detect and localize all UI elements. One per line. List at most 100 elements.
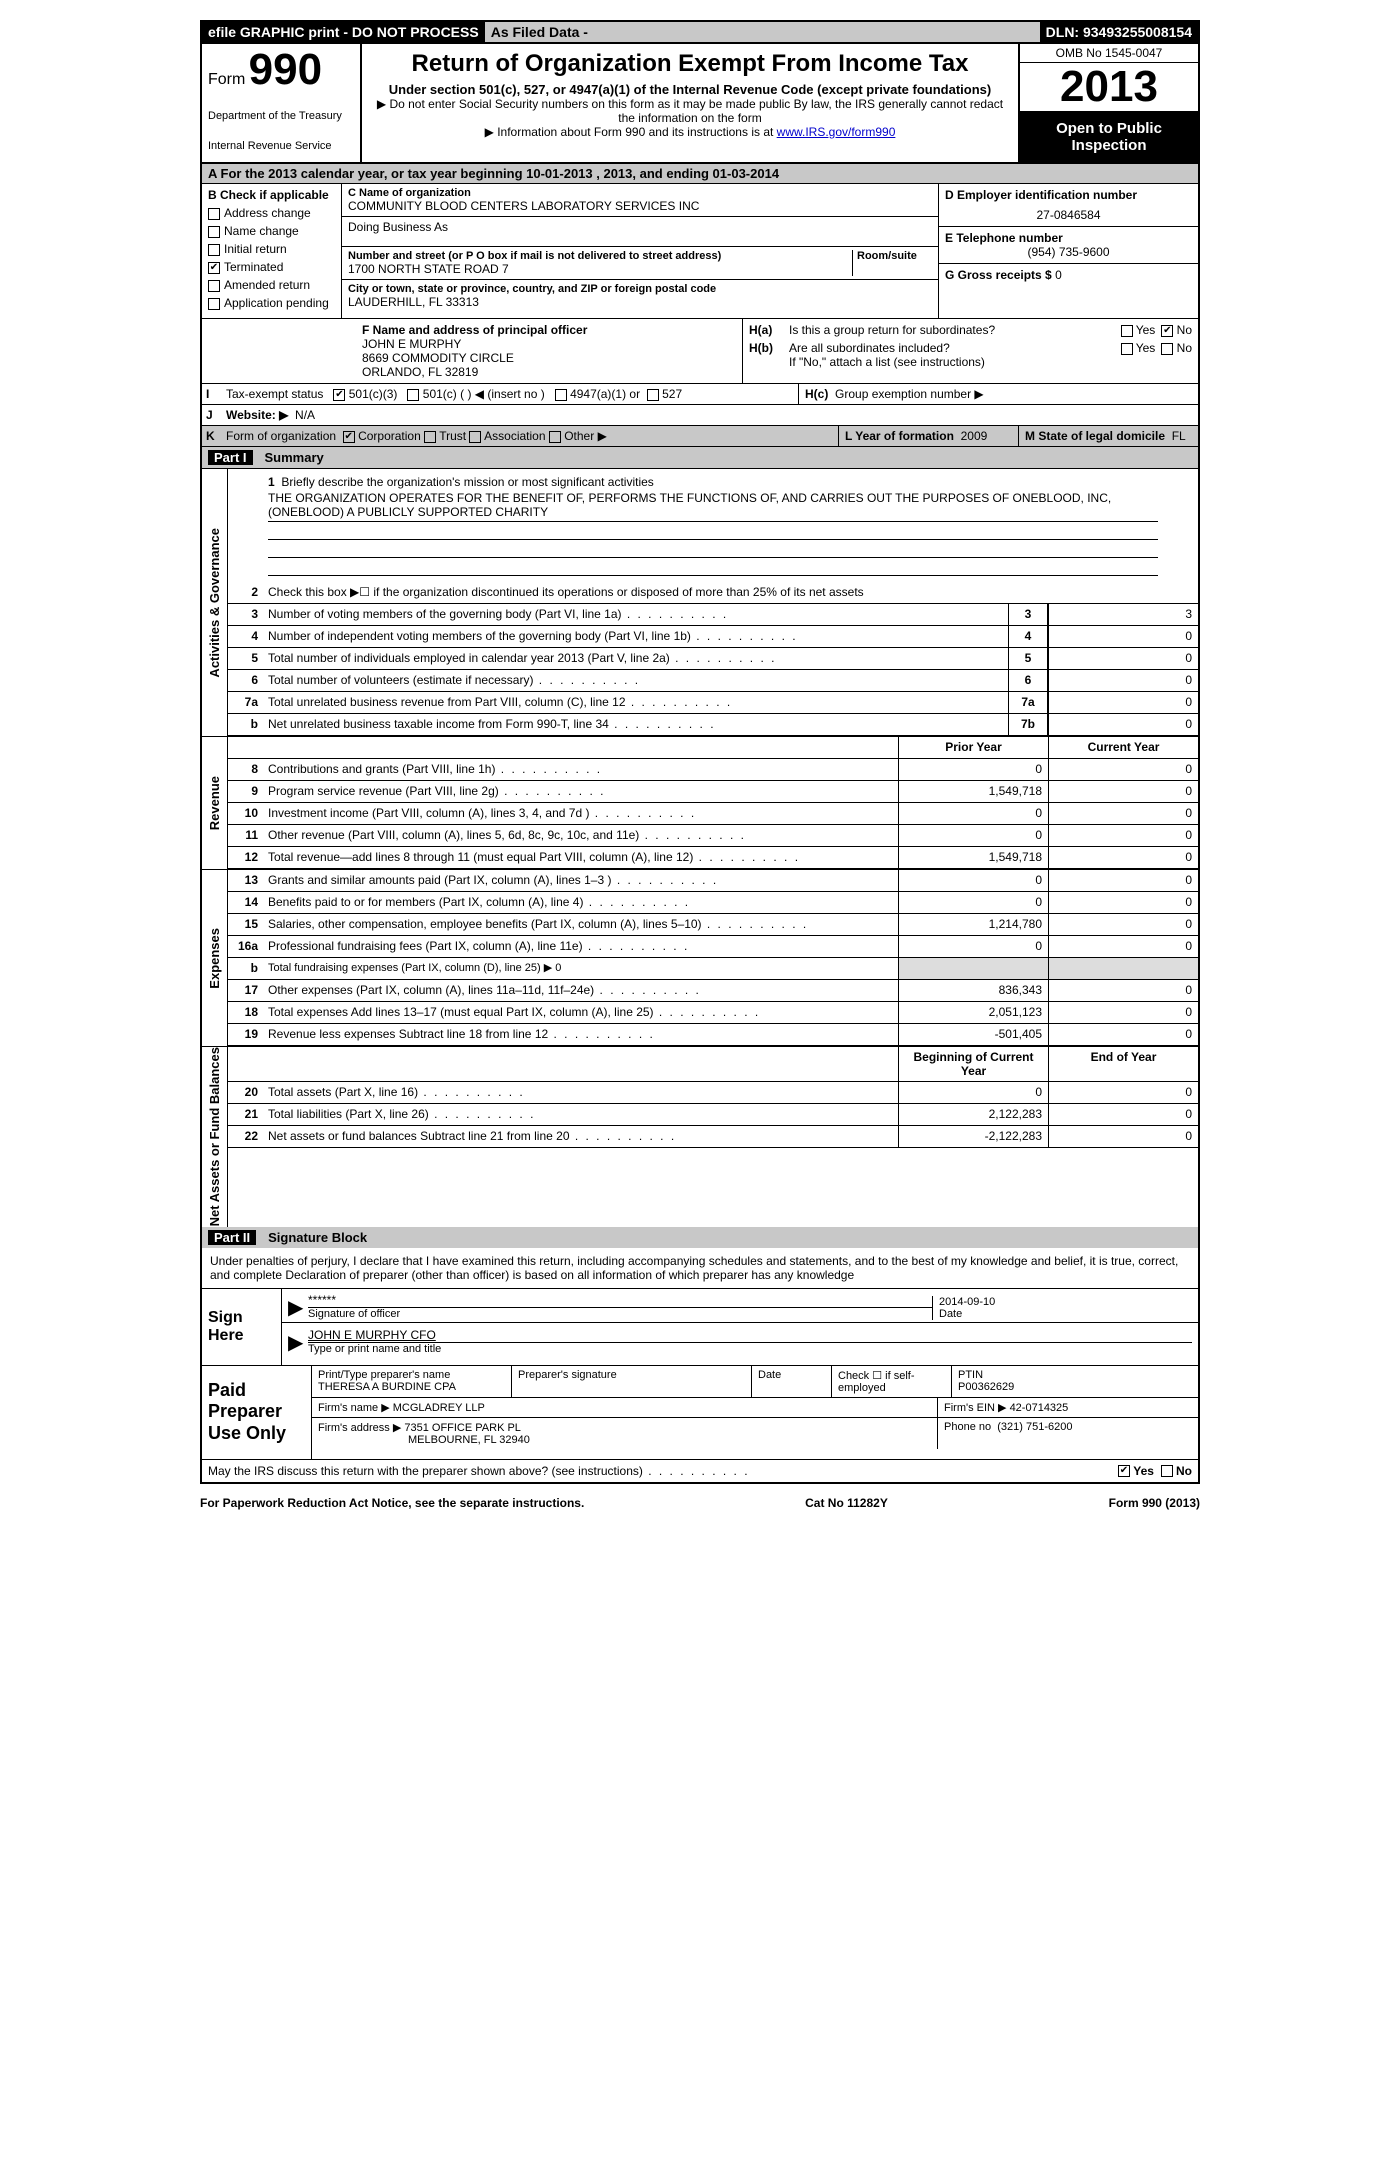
sign-here-block: Sign Here ▶ ****** Signature of officer …	[202, 1289, 1198, 1366]
part2-header: Part II Signature Block	[202, 1227, 1198, 1248]
firm-addr2: MELBOURNE, FL 32940	[318, 1434, 931, 1446]
bal-header-row: Beginning of Current Year End of Year	[228, 1047, 1198, 1082]
prep-firm-row: Firm's name ▶ MCGLADREY LLP Firm's EIN ▶…	[312, 1398, 1198, 1418]
gross-block: G Gross receipts $ 0	[939, 264, 1198, 286]
line-c2: 0	[1048, 980, 1198, 1001]
line-c1: 1,549,718	[898, 847, 1048, 868]
cb-address-change[interactable]: Address change	[208, 206, 335, 220]
cb-corp[interactable]: ✔	[343, 431, 355, 443]
city-value: LAUDERHILL, FL 33313	[348, 295, 932, 309]
line-num: 8	[228, 759, 262, 780]
line-num: 10	[228, 803, 262, 824]
cb-terminated[interactable]: ✔Terminated	[208, 260, 335, 274]
j-val: N/A	[295, 408, 315, 422]
line-c2: 0	[1048, 1104, 1198, 1125]
ein-value: 27-0846584	[945, 208, 1192, 222]
header-center: Return of Organization Exempt From Incom…	[362, 44, 1018, 162]
h-block: H(a) Is this a group return for subordin…	[742, 319, 1198, 383]
hc-label: H(c)	[805, 387, 828, 401]
line-desc: Number of voting members of the governin…	[262, 604, 1008, 625]
hb-text: Are all subordinates included?	[789, 341, 1121, 355]
col-d: D Employer identification number 27-0846…	[938, 184, 1198, 318]
line-desc: Benefits paid to or for members (Part IX…	[262, 892, 898, 913]
discuss-no-cb[interactable]	[1161, 1465, 1173, 1477]
line-9: 9Program service revenue (Part VIII, lin…	[228, 781, 1198, 803]
col-b: B Check if applicable Address change Nam…	[202, 184, 342, 318]
line-b: bTotal fundraising expenses (Part IX, co…	[228, 958, 1198, 980]
line-num: 17	[228, 980, 262, 1001]
line-c1: 0	[898, 936, 1048, 957]
org-name: COMMUNITY BLOOD CENTERS LABORATORY SERVI…	[348, 199, 932, 213]
omb-number: OMB No 1545-0047	[1020, 44, 1198, 63]
line-14: 14Benefits paid to or for members (Part …	[228, 892, 1198, 914]
ha-no[interactable]: ✔ No	[1161, 323, 1192, 337]
cb-name-change[interactable]: Name change	[208, 224, 335, 238]
line-8: 8Contributions and grants (Part VIII, li…	[228, 759, 1198, 781]
discuss-yes-cb[interactable]: ✔	[1118, 1465, 1130, 1477]
m-label: M State of legal domicile	[1025, 429, 1165, 443]
gross-label: G Gross receipts $	[945, 268, 1052, 282]
cb-4947[interactable]	[555, 389, 567, 401]
line-c1	[898, 958, 1048, 979]
cb-501c[interactable]	[407, 389, 419, 401]
vtab-rev: Revenue	[202, 737, 228, 869]
line-c2: 0	[1048, 1002, 1198, 1023]
cb-application-pending[interactable]: Application pending	[208, 296, 335, 310]
gross-value: 0	[1055, 268, 1062, 282]
gov-line-b: bNet unrelated business taxable income f…	[228, 714, 1198, 736]
cb-527[interactable]	[647, 389, 659, 401]
cb-501c3[interactable]: ✔	[333, 389, 345, 401]
sig-name-val: JOHN E MURPHY CFO	[308, 1328, 1192, 1343]
sign-here-label: Sign Here	[202, 1289, 282, 1365]
firm-ein: 42-0714325	[1010, 1402, 1069, 1414]
line-13: 13Grants and similar amounts paid (Part …	[228, 870, 1198, 892]
j-text: Website: ▶	[226, 408, 288, 422]
tax-year: 2013	[1020, 63, 1198, 112]
street-label: Number and street (or P O box if mail is…	[348, 250, 852, 262]
line-num: b	[228, 958, 262, 979]
hb-yes[interactable]: Yes	[1121, 341, 1156, 355]
line-num: 20	[228, 1082, 262, 1103]
line-ref: 6	[1008, 670, 1048, 691]
line-ref: 3	[1008, 604, 1048, 625]
org-name-label: C Name of organization	[348, 187, 932, 199]
firm-phone: (321) 751-6200	[997, 1421, 1072, 1433]
gov-line-7a: 7aTotal unrelated business revenue from …	[228, 692, 1198, 714]
line-c1: 0	[898, 892, 1048, 913]
note2-pre: ▶ Information about Form 990 and its ins…	[485, 125, 777, 139]
line-20: 20Total assets (Part X, line 16)00	[228, 1082, 1198, 1104]
footer-right: Form 990 (2013)	[1109, 1496, 1200, 1510]
cb-trust[interactable]	[424, 431, 436, 443]
asfiled-label: As Filed Data -	[485, 22, 594, 42]
k-label: K	[202, 426, 222, 446]
header-left: Form 990 Department of the Treasury Inte…	[202, 44, 362, 162]
cb-other[interactable]	[549, 431, 561, 443]
line-c2: 0	[1048, 781, 1198, 802]
ha-yes[interactable]: Yes	[1121, 323, 1156, 337]
tel-value: (954) 735-9600	[945, 245, 1192, 259]
line-desc: Contributions and grants (Part VIII, lin…	[262, 759, 898, 780]
footer-left: For Paperwork Reduction Act Notice, see …	[200, 1496, 584, 1510]
line-num: 9	[228, 781, 262, 802]
line-c1: -2,122,283	[898, 1126, 1048, 1147]
prep-h1: Print/Type preparer's name	[318, 1369, 505, 1381]
cb-amended[interactable]: Amended return	[208, 278, 335, 292]
line-c1: 0	[898, 825, 1048, 846]
cb-assoc[interactable]	[469, 431, 481, 443]
gov-line-6: 6Total number of volunteers (estimate if…	[228, 670, 1198, 692]
line-num: 19	[228, 1024, 262, 1045]
firm-addr-label: Firm's address ▶	[318, 1422, 401, 1434]
cb-initial-return[interactable]: Initial return	[208, 242, 335, 256]
line-c2: 0	[1048, 1082, 1198, 1103]
city-label: City or town, state or province, country…	[348, 283, 932, 295]
line-c1: 2,051,123	[898, 1002, 1048, 1023]
line-num: 22	[228, 1126, 262, 1147]
part1-title: Summary	[265, 450, 324, 465]
line-desc: Net assets or fund balances Subtract lin…	[262, 1126, 898, 1147]
preparer-side-label: Paid Preparer Use Only	[202, 1366, 312, 1459]
line-c1: 2,122,283	[898, 1104, 1048, 1125]
m-val: FL	[1172, 429, 1186, 443]
irs-link[interactable]: www.IRS.gov/form990	[777, 125, 896, 139]
hb-no[interactable]: No	[1161, 341, 1192, 355]
tel-label: E Telephone number	[945, 231, 1192, 245]
